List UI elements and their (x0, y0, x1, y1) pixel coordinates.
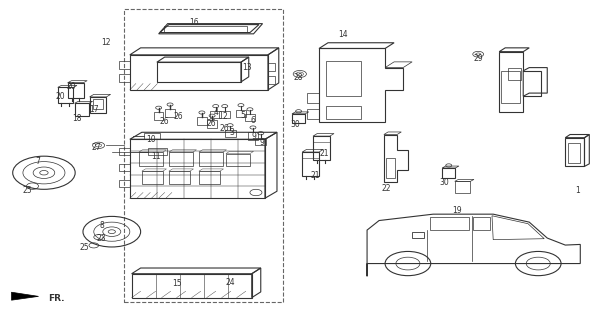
Bar (124, 9, 283, 302)
Bar (157, 62, 241, 82)
Text: FR.: FR. (48, 294, 64, 303)
Bar (119, 164, 130, 171)
Bar (302, 152, 319, 176)
Text: 21: 21 (320, 149, 329, 158)
Bar (255, 138, 266, 145)
Bar (225, 130, 235, 137)
Text: 23: 23 (97, 234, 107, 243)
Bar (207, 120, 217, 128)
Bar (268, 63, 275, 71)
Bar (93, 100, 104, 109)
Bar (244, 114, 255, 122)
Bar (132, 274, 252, 298)
Bar (154, 112, 164, 120)
Text: 15: 15 (172, 279, 181, 288)
Bar (164, 26, 247, 32)
Bar (58, 87, 73, 103)
Bar (412, 232, 424, 238)
Text: 26: 26 (206, 119, 216, 128)
Text: 26: 26 (219, 124, 229, 132)
Bar (292, 114, 305, 123)
Text: 26: 26 (173, 113, 182, 122)
Text: 17: 17 (90, 105, 99, 114)
Text: 4: 4 (213, 108, 218, 117)
Text: 13: 13 (242, 63, 252, 72)
Bar (210, 111, 221, 118)
Text: 20: 20 (67, 82, 76, 91)
Bar (442, 168, 455, 178)
Bar (235, 110, 246, 117)
Bar (501, 71, 520, 103)
Text: 29: 29 (473, 53, 483, 62)
Text: 30: 30 (290, 120, 300, 130)
Bar (119, 61, 130, 69)
Bar (199, 171, 220, 184)
Text: 9: 9 (259, 138, 264, 147)
Text: 11: 11 (151, 152, 160, 161)
Text: 20: 20 (56, 92, 66, 101)
Bar (226, 154, 250, 166)
Bar (130, 139, 265, 198)
Text: 28: 28 (293, 73, 303, 82)
Bar (430, 217, 469, 230)
Text: 25: 25 (80, 243, 90, 252)
Bar (326, 106, 361, 119)
Text: 8: 8 (99, 221, 104, 230)
Text: 5: 5 (240, 111, 245, 120)
Bar (473, 217, 490, 230)
Bar (119, 180, 130, 187)
Text: 18: 18 (72, 114, 82, 123)
Bar (247, 132, 258, 140)
Bar (75, 103, 89, 116)
Text: 7: 7 (36, 157, 40, 166)
Bar (326, 61, 361, 96)
Text: 3: 3 (229, 128, 234, 137)
Bar (307, 109, 319, 119)
Bar (139, 152, 163, 166)
Text: 12: 12 (101, 38, 111, 47)
Text: 16: 16 (189, 19, 199, 28)
Bar (268, 76, 275, 84)
Bar (119, 74, 130, 82)
Bar (508, 68, 521, 80)
Bar (169, 152, 193, 166)
Bar (568, 143, 580, 163)
Text: 26: 26 (160, 117, 169, 126)
Text: 25: 25 (22, 186, 32, 195)
Bar (90, 97, 107, 113)
Text: 10: 10 (146, 135, 156, 144)
Text: 6: 6 (250, 116, 255, 125)
Text: 2: 2 (222, 112, 227, 121)
Bar (386, 158, 396, 178)
Bar (313, 136, 330, 160)
Bar (455, 181, 470, 194)
Bar (197, 117, 206, 125)
Bar (119, 148, 130, 155)
Bar (148, 148, 167, 155)
Text: 14: 14 (338, 30, 348, 39)
Bar (565, 138, 585, 166)
Bar (219, 111, 230, 118)
Text: 24: 24 (225, 278, 235, 287)
Bar (144, 132, 161, 139)
Bar (199, 152, 223, 166)
Text: 30: 30 (439, 178, 449, 187)
Bar (169, 171, 190, 184)
Bar (166, 109, 175, 117)
Bar (307, 93, 319, 103)
Text: 1: 1 (575, 186, 580, 195)
Polygon shape (11, 292, 39, 300)
Bar (142, 171, 163, 184)
Bar (130, 55, 268, 90)
Text: 9: 9 (252, 132, 256, 140)
Bar (68, 83, 84, 98)
Text: 19: 19 (452, 206, 462, 215)
Text: 27: 27 (92, 143, 102, 152)
Text: 21: 21 (310, 172, 320, 180)
Text: 22: 22 (382, 184, 391, 193)
